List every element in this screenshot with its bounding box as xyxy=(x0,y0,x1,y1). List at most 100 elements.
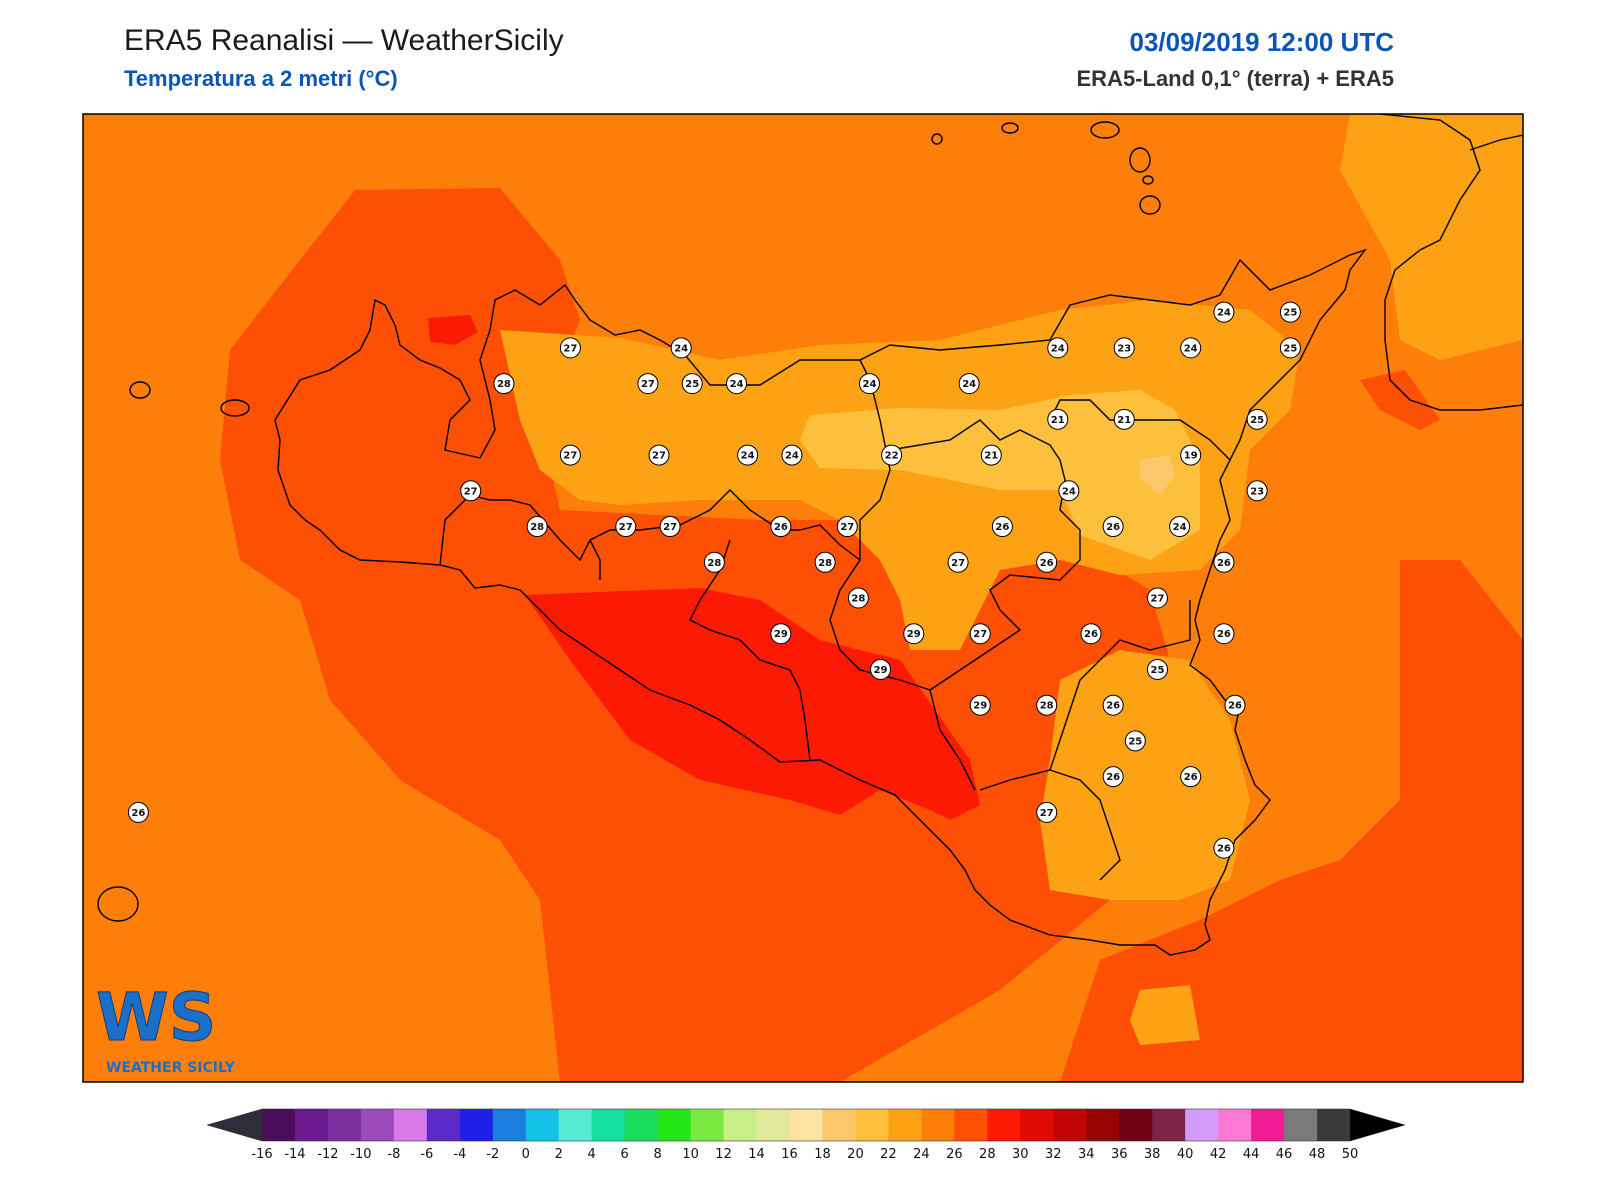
station-value: 19 xyxy=(1184,451,1198,462)
colorbar-tick-label: 6 xyxy=(621,1147,629,1162)
station-marker: 26 xyxy=(770,516,792,538)
station-value: 21 xyxy=(1117,415,1131,426)
station-circle xyxy=(1124,730,1146,752)
station-marker: 19 xyxy=(1180,444,1202,466)
province-border xyxy=(689,539,811,761)
colorbar-cell xyxy=(1218,1109,1252,1141)
station-value: 26 xyxy=(1106,522,1120,533)
station-value: 27 xyxy=(1040,808,1054,819)
station-marker: 27 xyxy=(969,623,991,645)
station-value: 28 xyxy=(818,558,832,569)
station-value: 23 xyxy=(1117,343,1131,354)
station-circle xyxy=(1213,301,1235,323)
station-circle xyxy=(881,444,903,466)
station-circle xyxy=(958,373,980,395)
logo-text: WEATHER SICILY xyxy=(106,1060,236,1076)
station-value: 25 xyxy=(1128,736,1142,747)
colorbar-cell xyxy=(1086,1109,1120,1141)
station-marker: 27 xyxy=(559,337,581,359)
station-circle xyxy=(870,658,892,680)
colorbar-cell xyxy=(262,1109,296,1141)
station-marker: 23 xyxy=(1113,337,1135,359)
station-value: 29 xyxy=(774,629,788,640)
colorbar-tick-label: 42 xyxy=(1210,1147,1227,1162)
station-marker: 26 xyxy=(1102,694,1124,716)
field-26-28-messina xyxy=(1360,370,1440,430)
station-marker: 22 xyxy=(881,444,903,466)
station-value: 27 xyxy=(563,343,577,354)
colorbar-cell xyxy=(1317,1109,1351,1141)
colorbar-tick-label: 16 xyxy=(781,1147,798,1162)
station-value: 25 xyxy=(685,379,699,390)
station-circle xyxy=(1080,623,1102,645)
station-value: 26 xyxy=(1106,772,1120,783)
station-marker: 24 xyxy=(858,373,880,395)
station-circle xyxy=(781,444,803,466)
colorbar-cell xyxy=(1152,1109,1186,1141)
station-marker: 24 xyxy=(1058,480,1080,502)
station-value: 28 xyxy=(707,558,721,569)
station-circle xyxy=(858,373,880,395)
station-value: 22 xyxy=(885,451,899,462)
station-marker: 24 xyxy=(958,373,980,395)
station-circle xyxy=(1213,837,1235,859)
station-value: 27 xyxy=(663,522,677,533)
map-subtitle: Temperatura a 2 metri (°C) xyxy=(124,66,398,91)
station-value: 27 xyxy=(641,379,655,390)
colorbar-tick-label: 46 xyxy=(1276,1147,1293,1162)
colorbar-cell xyxy=(690,1109,725,1141)
station-circle xyxy=(460,480,482,502)
colorbar-tick-label: 22 xyxy=(880,1147,897,1162)
station-circle xyxy=(559,337,581,359)
station-value: 24 xyxy=(962,379,976,390)
colorbar-tick-label: 36 xyxy=(1111,1147,1128,1162)
station-value: 23 xyxy=(1250,486,1264,497)
station-circle xyxy=(526,516,548,538)
station-value: 25 xyxy=(1283,308,1297,319)
station-circle xyxy=(903,623,925,645)
station-circle xyxy=(681,373,703,395)
station-marker: 24 xyxy=(1180,337,1202,359)
station-marker: 27 xyxy=(1146,587,1168,609)
station-value: 27 xyxy=(840,522,854,533)
station-circle xyxy=(1180,444,1202,466)
station-circle xyxy=(1180,337,1202,359)
colorbar-tick-label: 12 xyxy=(715,1147,732,1162)
colorbar-over-arrow xyxy=(1349,1108,1406,1142)
station-marker: 26 xyxy=(1180,766,1202,788)
station-circle xyxy=(969,623,991,645)
station-circle xyxy=(1102,766,1124,788)
station-value: 24 xyxy=(1051,343,1065,354)
colorbar-tick-label: -8 xyxy=(387,1147,400,1162)
colorbar-cell xyxy=(987,1109,1021,1141)
station-circle xyxy=(1036,801,1058,823)
colorbar-ticks: -16 -14 -12 -10 -8 -6 -4 -2 0 2 4 6 8 10 12 14 16 18 20 22 2… xyxy=(251,1147,1358,1162)
station-marker: 27 xyxy=(559,444,581,466)
colorbar-tick-label: 14 xyxy=(748,1147,765,1162)
station-circle xyxy=(493,373,515,395)
station-value: 29 xyxy=(907,629,921,640)
station-value: 27 xyxy=(652,451,666,462)
colorbar-tick-label: 2 xyxy=(555,1147,563,1162)
station-circle xyxy=(659,516,681,538)
station-marker: 26 xyxy=(1102,766,1124,788)
station-circle xyxy=(1146,587,1168,609)
colorbar-cells xyxy=(261,1108,1351,1142)
colorbar-tick-label: 34 xyxy=(1078,1147,1095,1162)
colorbar-tick-label: 26 xyxy=(946,1147,963,1162)
station-value: 25 xyxy=(1283,343,1297,354)
station-marker: 28 xyxy=(814,551,836,573)
station-value: 27 xyxy=(619,522,633,533)
colorbar-cell xyxy=(954,1109,988,1141)
station-circle xyxy=(1102,516,1124,538)
colorbar-tick-label: -10 xyxy=(350,1147,371,1162)
station-circle xyxy=(670,337,692,359)
field-26-28-east xyxy=(1060,560,1523,1082)
station-value: 25 xyxy=(1151,665,1165,676)
station-markers: 27 28 27 25 24 24 24 24 24 23 24 24 25 25 27 27 24 24 22 21… xyxy=(127,301,1301,859)
station-value: 24 xyxy=(785,451,799,462)
station-value: 26 xyxy=(774,522,788,533)
province-border xyxy=(589,539,601,580)
